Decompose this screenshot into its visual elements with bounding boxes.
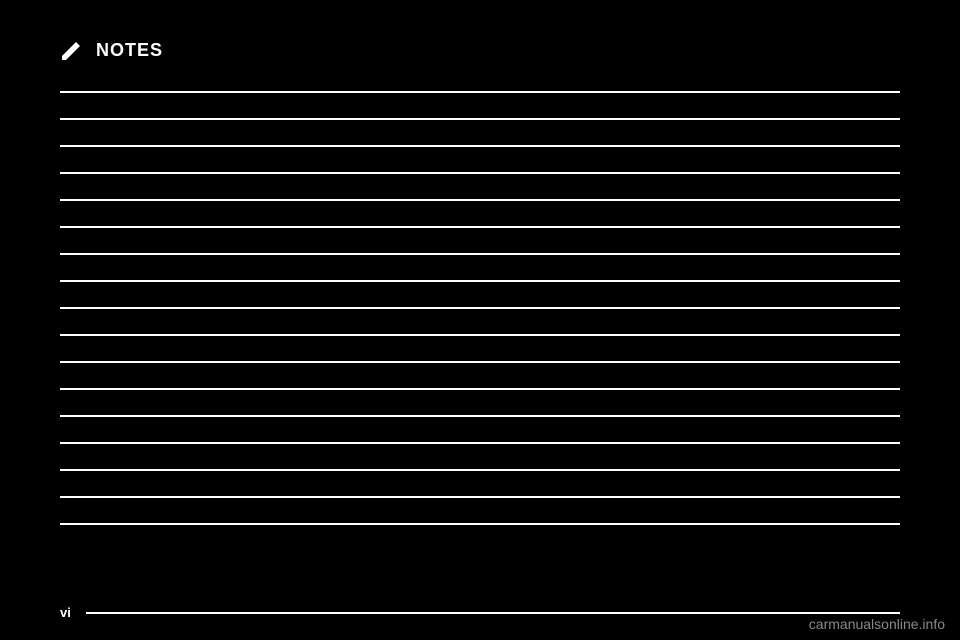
- page-header: NOTES: [60, 40, 900, 61]
- notes-page: NOTES vi: [0, 0, 960, 640]
- note-line: [60, 442, 900, 444]
- note-line: [60, 253, 900, 255]
- note-line: [60, 415, 900, 417]
- watermark: carmanualsonline.info: [809, 616, 945, 632]
- note-line: [60, 388, 900, 390]
- note-line: [60, 226, 900, 228]
- note-line: [60, 118, 900, 120]
- page-footer: vi: [60, 605, 900, 620]
- note-line: [60, 280, 900, 282]
- pencil-icon: [60, 42, 84, 60]
- note-line: [60, 145, 900, 147]
- page-title: NOTES: [96, 40, 163, 61]
- note-line: [60, 361, 900, 363]
- note-line: [60, 496, 900, 498]
- note-line: [60, 469, 900, 471]
- note-line: [60, 199, 900, 201]
- note-line: [60, 334, 900, 336]
- note-line: [60, 523, 900, 525]
- note-lines-container: [60, 91, 900, 525]
- note-line: [60, 172, 900, 174]
- note-line: [60, 91, 900, 93]
- footer-line: [86, 612, 900, 614]
- page-number: vi: [60, 605, 71, 620]
- note-line: [60, 307, 900, 309]
